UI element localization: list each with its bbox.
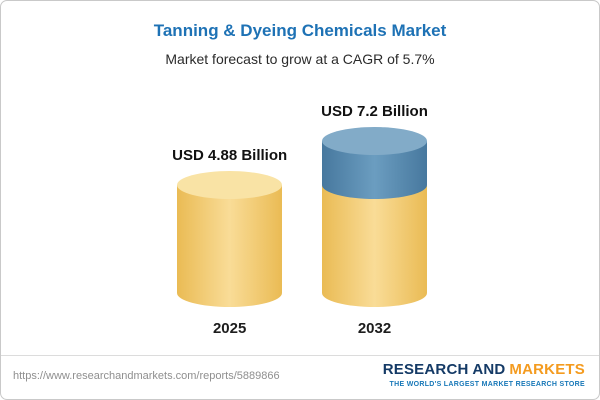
year-label-2032: 2032 — [357, 320, 392, 337]
bar-group-2032: USD 7.2 Billion 2032 — [321, 103, 428, 337]
value-label-2025: USD 4.88 Billion — [172, 147, 288, 164]
logo-tagline: THE WORLD'S LARGEST MARKET RESEARCH STOR… — [389, 380, 585, 388]
footer: https://www.researchandmarkets.com/repor… — [1, 355, 599, 399]
cylinder-2032-base-segment — [322, 185, 428, 307]
value-label-2032: USD 7.2 Billion — [321, 103, 428, 120]
bar-group-2025: USD 4.88 Billion 2025 — [172, 147, 287, 337]
logo-text-primary: RESEARCH AND — [382, 361, 506, 379]
cylinder-2032 — [322, 127, 428, 307]
chart-area: USD 4.88 Billion 2025 USD 7.2 Billion 20… — [1, 67, 599, 355]
chart-title: Tanning & Dyeing Chemicals Market — [153, 21, 447, 40]
year-label-2025: 2025 — [212, 320, 247, 337]
cylinder-2025-segment — [177, 171, 283, 307]
researchandmarkets-logo: RESEARCH AND MARKETS THE WORLD'S LARGEST … — [383, 362, 585, 388]
logo-text: RESEARCH AND MARKETS — [383, 362, 585, 379]
logo-text-secondary: MARKETS — [509, 361, 585, 379]
cylinder-2025 — [177, 171, 283, 307]
cylinder-2032-growth-segment — [322, 127, 428, 199]
chart-subtitle: Market forecast to grow at a CAGR of 5.7… — [165, 51, 435, 67]
report-url: https://www.researchandmarkets.com/repor… — [13, 369, 280, 382]
